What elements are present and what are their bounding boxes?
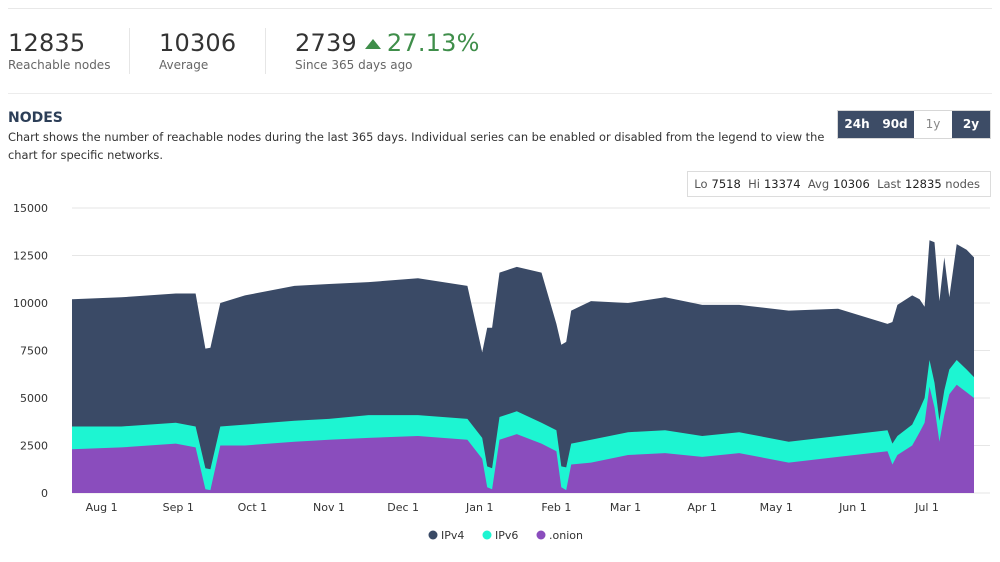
legend-marker-ipv6 bbox=[482, 530, 492, 540]
x-tick-label: May 1 bbox=[760, 501, 793, 514]
x-tick-label: Dec 1 bbox=[387, 501, 419, 514]
y-tick-label: 0 bbox=[41, 487, 48, 500]
change-percent: 27.13% bbox=[386, 29, 480, 57]
top-divider bbox=[8, 8, 992, 9]
x-tick-label: Nov 1 bbox=[313, 501, 345, 514]
arrow-up-icon bbox=[364, 39, 381, 49]
lo-label: Lo bbox=[694, 177, 708, 191]
section-divider bbox=[8, 93, 992, 94]
unit-label: nodes bbox=[945, 177, 980, 191]
y-tick-label: 15000 bbox=[13, 202, 48, 215]
stat-average: 10306 Average bbox=[159, 28, 236, 72]
range-button-1y[interactable]: 1y bbox=[914, 111, 952, 138]
average-label: Average bbox=[159, 58, 209, 72]
nodes-chart: 0 2500 5000 7500 10000 12500 15000 Aug 1 Sep 1 Oc… bbox=[13, 202, 990, 542]
hi-label: Hi bbox=[748, 177, 760, 191]
x-tick-label: Jul 1 bbox=[914, 501, 939, 514]
x-tick-label: Oct 1 bbox=[238, 501, 268, 514]
change-label: Since 365 days ago bbox=[295, 58, 413, 72]
y-tick-label: 10000 bbox=[13, 297, 48, 310]
y-tick-label: 5000 bbox=[20, 392, 48, 405]
last-label: Last bbox=[877, 177, 902, 191]
stat-separator bbox=[129, 28, 130, 74]
reachable-value: 12835 bbox=[8, 29, 86, 57]
reachable-label: Reachable nodes bbox=[8, 58, 111, 72]
stat-reachable: 12835 Reachable nodes bbox=[8, 28, 110, 72]
range-button-24h[interactable]: 24h bbox=[838, 111, 876, 138]
range-button-2y[interactable]: 2y bbox=[952, 111, 990, 138]
stat-separator bbox=[265, 28, 266, 74]
legend-label-ipv4: IPv4 bbox=[441, 529, 464, 542]
y-tick-label: 12500 bbox=[13, 250, 48, 263]
x-tick-label: Apr 1 bbox=[687, 501, 717, 514]
hi-value: 13374 bbox=[763, 177, 801, 191]
legend-label-ipv6: IPv6 bbox=[495, 529, 518, 542]
x-tick-label: Jun 1 bbox=[838, 501, 867, 514]
last-value: 12835 bbox=[905, 177, 942, 191]
legend-marker-ipv4 bbox=[428, 530, 438, 540]
y-tick-label: 7500 bbox=[20, 345, 48, 358]
average-value: 10306 bbox=[159, 29, 237, 57]
range-button-90d[interactable]: 90d bbox=[876, 111, 914, 138]
range-selector: 24h 90d 1y 2y bbox=[837, 110, 991, 139]
x-tick-label: Jan 1 bbox=[465, 501, 493, 514]
x-tick-label: Sep 1 bbox=[163, 501, 194, 514]
section-title: NODES bbox=[8, 110, 63, 126]
area-onion bbox=[72, 384, 974, 493]
avg-label: Avg bbox=[807, 177, 830, 191]
stat-change: 2739 27.13% Since 365 days ago bbox=[295, 28, 480, 72]
x-tick-label: Mar 1 bbox=[610, 501, 641, 514]
y-tick-label: 2500 bbox=[20, 440, 48, 453]
legend-marker-onion bbox=[536, 530, 546, 540]
x-tick-label: Aug 1 bbox=[86, 501, 118, 514]
section-description: Chart shows the number of reachable node… bbox=[8, 130, 825, 162]
legend-label-onion: .onion bbox=[549, 529, 583, 542]
lo-value: 7518 bbox=[711, 177, 741, 191]
avg-value: 10306 bbox=[833, 177, 870, 191]
chart-summary: Lo 7518 Hi 13374 Avg 10306 Last 12835 nodes bbox=[687, 171, 991, 197]
x-tick-label: Feb 1 bbox=[541, 501, 571, 514]
change-value: 2739 bbox=[295, 29, 357, 57]
